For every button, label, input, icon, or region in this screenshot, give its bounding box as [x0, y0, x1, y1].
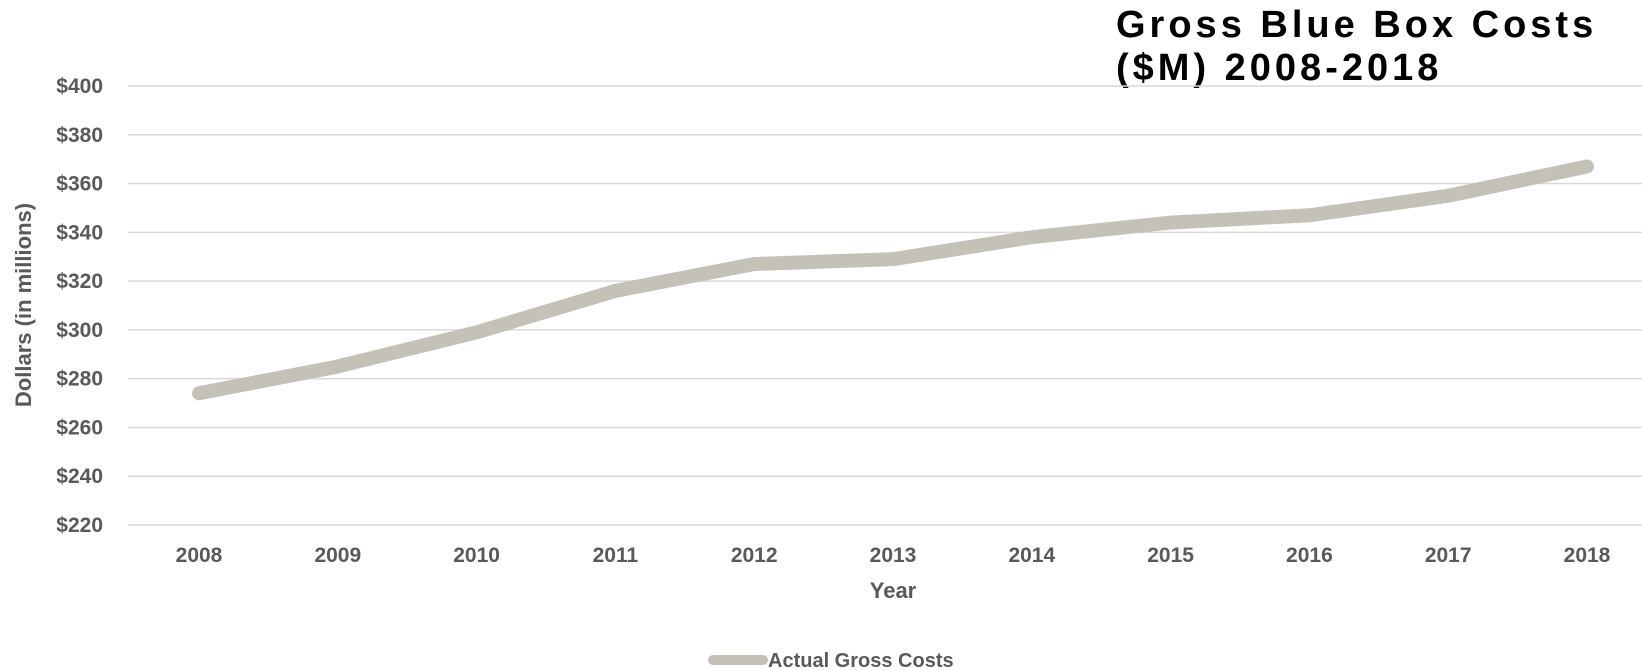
data-point — [1447, 195, 1449, 197]
y-axis-ticks: $220 $240 $260 $280 $300 $320 $340 $360 $380 $400 — [56, 75, 103, 537]
x-tick-label: 2012 — [731, 544, 778, 567]
x-tick-label: 2011 — [593, 544, 639, 567]
x-tick-label: 2015 — [1147, 544, 1194, 567]
data-point — [614, 290, 616, 292]
y-tick-label: $380 — [56, 124, 103, 147]
y-tick-label: $400 — [56, 75, 103, 98]
x-tick-label: 2008 — [176, 544, 223, 567]
data-point — [198, 392, 200, 394]
y-tick-label: $320 — [56, 270, 103, 293]
chart-title-line-2: ($M) 2008-2018 — [1116, 47, 1442, 89]
y-tick-label: $220 — [56, 514, 103, 537]
data-point — [476, 331, 478, 333]
y-tick-label: $260 — [56, 416, 103, 439]
y-tick-label: $340 — [56, 221, 103, 244]
y-tick-label: $280 — [56, 368, 103, 391]
y-tick-label: $300 — [56, 319, 103, 342]
series-line-0 — [192, 159, 1594, 401]
x-tick-label: 2013 — [870, 544, 917, 567]
x-tick-label: 2017 — [1425, 544, 1472, 567]
data-point — [753, 263, 755, 265]
y-axis-label: Dollars (in millions) — [11, 203, 36, 407]
gridlines — [128, 85, 1642, 526]
legend: Actual Gross Costs — [708, 650, 954, 671]
data-point — [1031, 236, 1033, 238]
series-group — [192, 159, 1594, 401]
x-tick-label: 2010 — [453, 544, 500, 567]
y-tick-label: $360 — [56, 173, 103, 196]
x-tick-label: 2016 — [1286, 544, 1333, 567]
data-point — [1586, 165, 1588, 167]
chart-title-line-1: Gross Blue Box Costs — [1116, 4, 1597, 46]
x-axis-ticks: 2008 2009 2010 2011 2012 2013 2014 2015 2016 2017… — [176, 544, 1611, 567]
data-point — [1170, 222, 1172, 224]
data-point — [1308, 214, 1310, 216]
y-tick-label: $240 — [56, 465, 103, 488]
x-tick-label: 2009 — [314, 544, 361, 567]
data-point — [892, 258, 894, 260]
data-point — [337, 365, 339, 367]
legend-label-actual-gross-costs: Actual Gross Costs — [768, 650, 954, 671]
x-axis-label: Year — [870, 578, 917, 603]
x-tick-label: 2014 — [1008, 544, 1055, 567]
x-tick-label: 2018 — [1564, 544, 1611, 567]
